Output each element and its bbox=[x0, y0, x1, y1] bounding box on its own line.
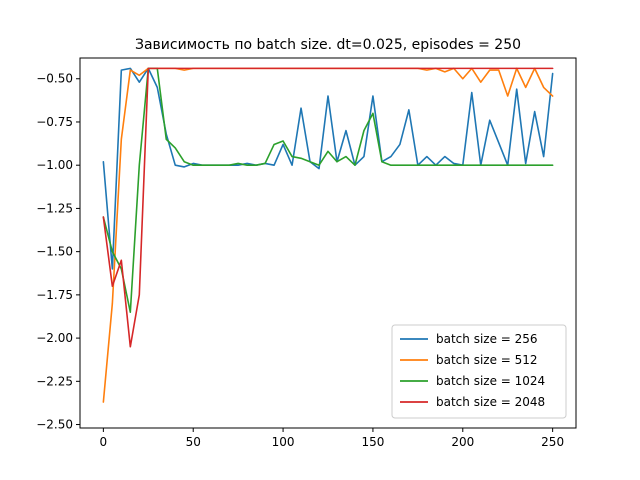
series-layer bbox=[102, 67, 554, 403]
y-tick-label: −2.50 bbox=[36, 418, 73, 432]
y-tick-label: −0.75 bbox=[36, 115, 73, 129]
x-tick-label: 50 bbox=[186, 435, 201, 449]
y-tick-label: −2.25 bbox=[36, 374, 73, 388]
x-tick-label: 100 bbox=[272, 435, 295, 449]
x-tick-label: 150 bbox=[361, 435, 384, 449]
legend-label: batch size = 2048 bbox=[436, 395, 545, 409]
legend-label: batch size = 256 bbox=[436, 332, 538, 346]
series-line-1 bbox=[102, 67, 554, 270]
x-tick-label: 0 bbox=[100, 435, 108, 449]
x-axis: 0 50 100 150 200 250 bbox=[100, 428, 564, 449]
legend: batch size = 256 batch size = 512 batch si… bbox=[391, 324, 567, 419]
plot-frame bbox=[79, 57, 577, 429]
legend-box bbox=[391, 324, 567, 419]
legend-label: batch size = 512 bbox=[436, 353, 538, 367]
chart-title: Зависимость по batch size. dt=0.025, epi… bbox=[135, 37, 521, 53]
x-tick-label: 200 bbox=[451, 435, 474, 449]
y-tick-label: −1.50 bbox=[36, 245, 73, 259]
y-tick-label: −1.00 bbox=[36, 158, 73, 172]
y-axis: −0.50 −0.75 −1.00 −1.25 −1.50 −1.75 −2.00 −2.25… bbox=[36, 72, 80, 432]
y-tick-label: −1.25 bbox=[36, 201, 73, 215]
y-tick-label: −2.00 bbox=[36, 331, 73, 345]
y-tick-label: −1.75 bbox=[36, 288, 73, 302]
legend-label: batch size = 1024 bbox=[436, 374, 545, 388]
x-tick-label: 250 bbox=[541, 435, 564, 449]
series-line-3 bbox=[102, 67, 554, 313]
y-tick-label: −0.50 bbox=[36, 72, 73, 86]
series-line-4 bbox=[102, 67, 554, 348]
